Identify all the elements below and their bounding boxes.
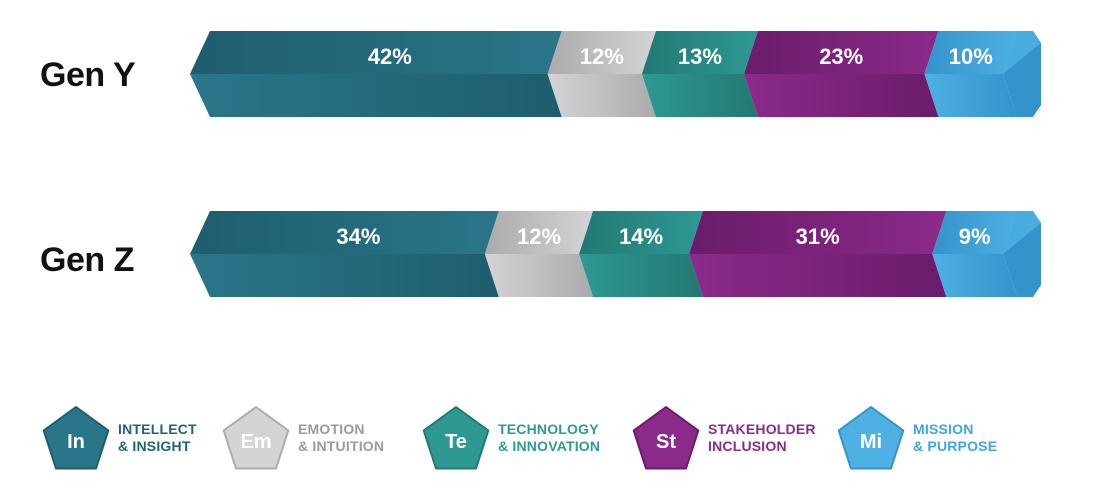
legend-label-line2: & PURPOSE xyxy=(913,438,997,454)
bar-segment-stakeholder: 23% xyxy=(743,31,939,117)
legend-label-line1: TECHNOLOGY xyxy=(498,421,599,437)
segment-value-label: 10% xyxy=(949,44,993,69)
bar-row-gen-z: Gen Z 34% 12% 14% 31% 9% xyxy=(40,211,1041,297)
legend-label-line1: INTELLECT xyxy=(118,421,197,437)
bar-segment-technology: 13% xyxy=(641,31,758,117)
legend-abbr: In xyxy=(67,431,85,453)
segment-top-face xyxy=(547,31,656,74)
segment-top-face xyxy=(924,31,1017,74)
segment-top-face xyxy=(190,211,499,254)
row-label: Gen Y xyxy=(40,56,136,94)
bar-segment-emotion: 12% xyxy=(484,211,594,297)
legend-label-line2: & INSIGHT xyxy=(118,438,191,454)
pentagon-icon xyxy=(222,406,290,470)
segment-bottom-face xyxy=(484,254,594,297)
segment-value-label: 42% xyxy=(368,44,412,69)
legend-label-line1: MISSION xyxy=(913,421,974,437)
segment-bottom-face xyxy=(190,74,562,117)
segment-value-label: 12% xyxy=(580,44,624,69)
legend-abbr: St xyxy=(656,431,676,453)
legend-abbr: Em xyxy=(240,431,271,453)
bar-end-cap-highlight xyxy=(1003,211,1041,254)
legend-label-line2: & INTUITION xyxy=(298,438,384,454)
segment-bottom-face xyxy=(190,254,499,297)
legend: In INTELLECT& INSIGHT Em EMOTION& INTUITION… xyxy=(42,406,997,470)
pentagon-icon xyxy=(632,406,700,470)
legend-label-line2: & INNOVATION xyxy=(498,438,600,454)
bar-segment-technology: 14% xyxy=(579,211,703,297)
segment-top-face xyxy=(484,211,594,254)
segment-top-face xyxy=(689,211,947,254)
legend-item-intellect: In INTELLECT& INSIGHT xyxy=(42,406,197,470)
legend-item-technology: Te TECHNOLOGY& INNOVATION xyxy=(422,406,600,470)
legend-item-emotion: Em EMOTION& INTUITION xyxy=(222,406,384,470)
bar-segment-mission: 10% xyxy=(924,31,1041,117)
segment-top-face xyxy=(932,211,1017,254)
legend-abbr: Te xyxy=(445,431,467,453)
segment-bottom-face xyxy=(932,254,1017,297)
legend-item-mission: Mi MISSION& PURPOSE xyxy=(837,406,997,470)
bar-end-cap-highlight xyxy=(1003,31,1041,74)
segment-bottom-face xyxy=(924,74,1017,117)
rows-layer: Gen Y 42% 12% 13% 23% 10% Gen Z 34% 12% 14% 31% 9% xyxy=(40,31,1041,297)
segment-bottom-face xyxy=(743,74,939,117)
segment-value-label: 9% xyxy=(959,224,991,249)
legend-abbr: Mi xyxy=(860,431,882,453)
segment-value-label: 23% xyxy=(819,44,863,69)
segment-value-label: 31% xyxy=(796,224,840,249)
segment-bottom-face xyxy=(579,254,703,297)
segment-value-label: 13% xyxy=(678,44,722,69)
pentagon-icon xyxy=(42,406,110,470)
bar-segment-stakeholder: 31% xyxy=(689,211,947,297)
legend-label-line2: INCLUSION xyxy=(708,438,787,454)
bar-segment-intellect: 42% xyxy=(190,31,562,117)
segment-bottom-face xyxy=(641,74,758,117)
legend-label-line1: STAKEHOLDER xyxy=(708,421,816,437)
segment-bottom-face xyxy=(547,74,656,117)
pentagon-icon xyxy=(422,406,490,470)
bar-segment-intellect: 34% xyxy=(190,211,499,297)
bar-segment-mission: 9% xyxy=(932,211,1041,297)
segment-bottom-face xyxy=(689,254,947,297)
segment-top-face xyxy=(579,211,703,254)
legend-label-line1: EMOTION xyxy=(298,421,365,437)
segment-value-label: 12% xyxy=(517,224,561,249)
segment-value-label: 34% xyxy=(336,224,380,249)
segment-top-face xyxy=(641,31,758,74)
segment-value-label: 14% xyxy=(619,224,663,249)
segment-top-face xyxy=(190,31,562,74)
row-label: Gen Z xyxy=(40,241,134,279)
bar-segment-emotion: 12% xyxy=(547,31,656,117)
pentagon-icon xyxy=(837,406,905,470)
bar-row-gen-y: Gen Y 42% 12% 13% 23% 10% xyxy=(40,31,1041,117)
segment-top-face xyxy=(743,31,939,74)
